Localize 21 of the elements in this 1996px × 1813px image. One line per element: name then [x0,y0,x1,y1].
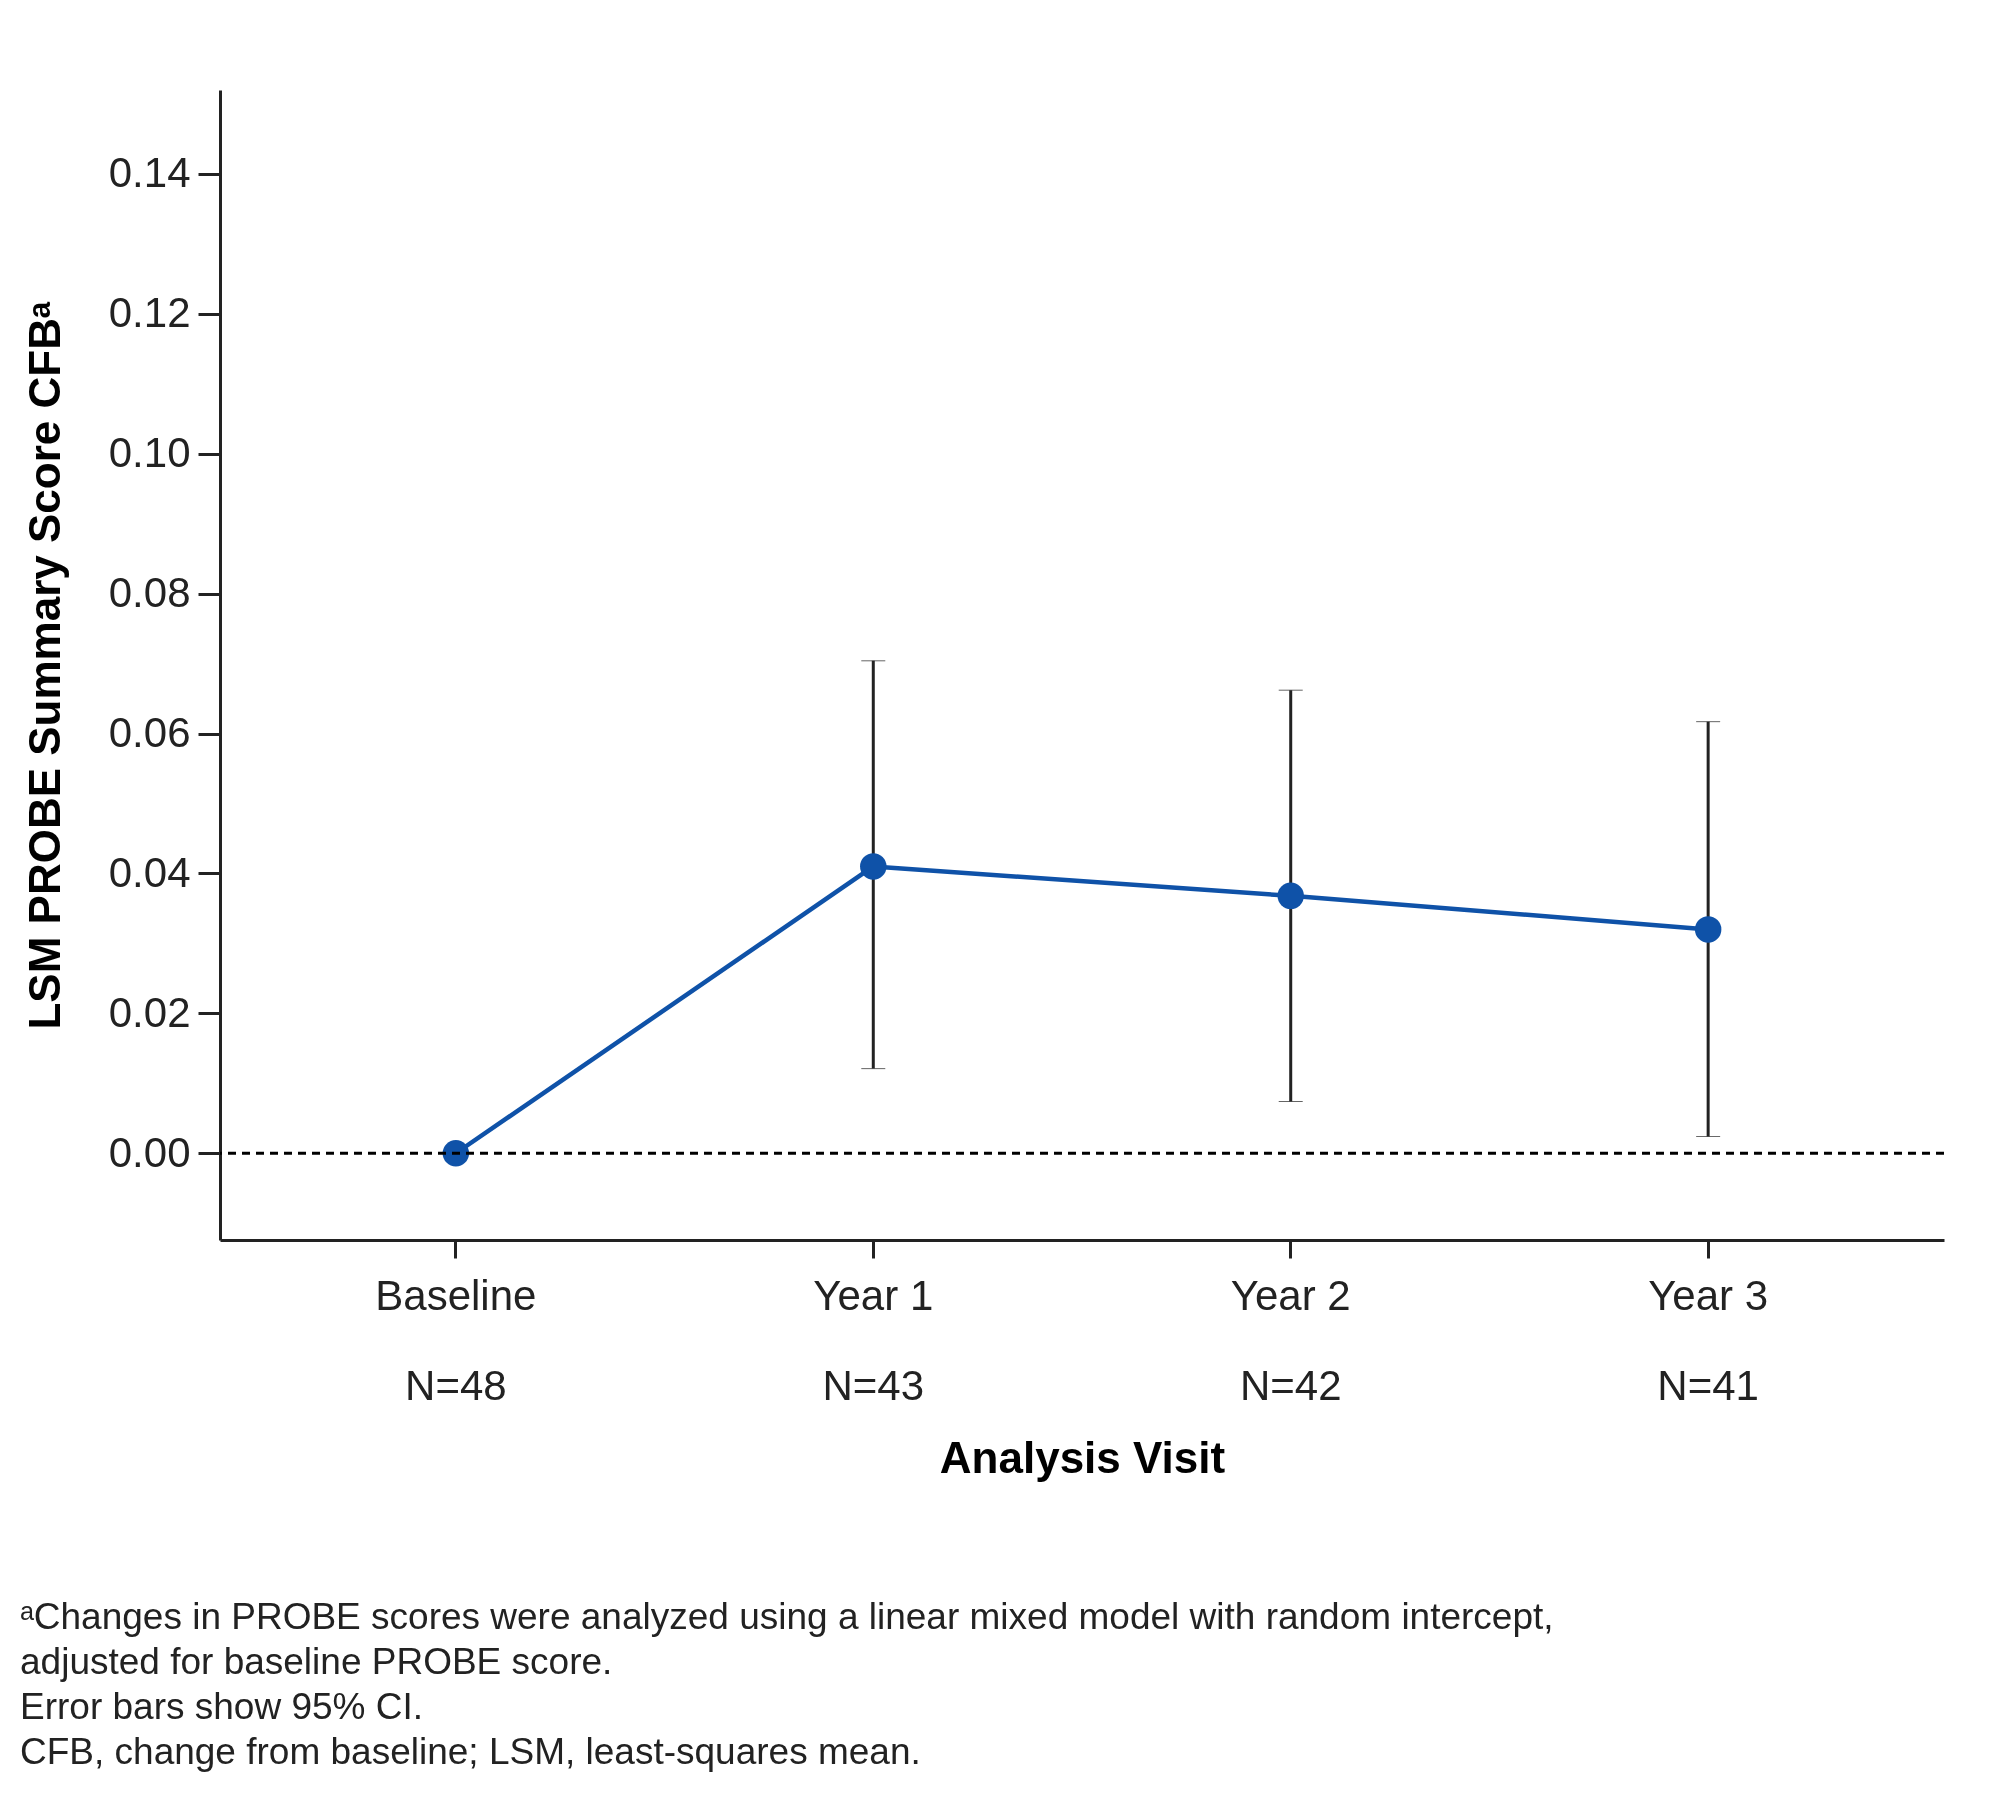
point [1694,916,1722,943]
x-tick-label: Year 3 N=41 [1648,1271,1769,1409]
x-tick-label: Baseline N=48 [375,1271,537,1409]
y-tick-label: 0.14 [108,149,191,197]
y-tick-label: 0.10 [108,429,191,477]
y-tick-label: 0.12 [108,289,191,337]
x-tick-label: Year 2 N=42 [1230,1271,1351,1409]
text: Error bars show 95% CI. [20,1686,424,1727]
x-axis-title: Analysis Visit [939,1432,1226,1482]
y-tick-label: 0.04 [108,848,191,896]
y-tick-label: 0.08 [108,569,191,617]
y-tick-label: 0.06 [108,709,191,757]
text: CFB, change from baseline; LSM, least-squares mean. [20,1731,921,1772]
point [860,853,887,880]
x-tick-label: Year 1 N=43 [813,1271,934,1409]
y-axis-title: LSM PROBE Summary Score CFBᵃ [19,301,69,1030]
point [1277,882,1304,910]
text: ᵃChanges in PROBE scores were analyzed using a linear mixed model with random intercept, adjusted for baseline PROBE score. [20,1596,1554,1682]
point [442,1140,470,1167]
y-tick-label: 0.02 [108,988,191,1036]
y-tick-label: 0.00 [108,1128,191,1176]
